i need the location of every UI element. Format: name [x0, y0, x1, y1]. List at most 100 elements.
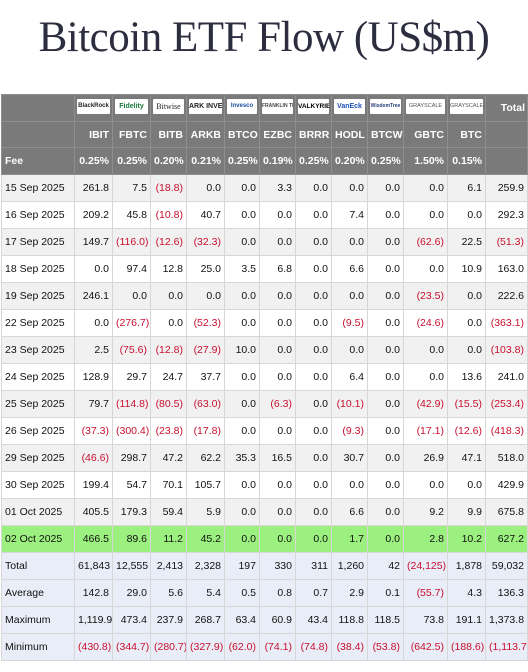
- flow-cell: 0.0: [447, 309, 486, 337]
- flow-cell: 10.2: [447, 525, 486, 553]
- flow-cell: 209.2: [74, 201, 113, 229]
- row-label: 26 Sep 2025: [1, 417, 75, 445]
- row-total-cell: 163.0: [485, 255, 528, 283]
- flow-cell: 0.1: [367, 579, 404, 607]
- ticker-corner-cell: [1, 121, 75, 148]
- flow-cell: (9.3): [331, 417, 368, 445]
- flow-cell: 0.0: [295, 498, 332, 526]
- flow-cell: (9.5): [331, 309, 368, 337]
- flow-cell: (10.1): [331, 390, 368, 418]
- flow-row: 25 Sep 2025 79.7 (114.8) (80.5) (63.0) 0.0 (6.…: [1, 390, 528, 418]
- row-label: 22 Sep 2025: [1, 309, 75, 337]
- flow-cell: (53.8): [367, 633, 404, 661]
- fee-label: Fee: [1, 147, 75, 175]
- flow-cell: 35.3: [224, 444, 260, 472]
- flow-cell: 47.2: [150, 444, 187, 472]
- flow-cell: (6.3): [259, 390, 296, 418]
- flow-cell: (27.9): [186, 336, 225, 364]
- flow-cell: 5.6: [150, 579, 187, 607]
- flow-cell: 0.0: [331, 282, 368, 310]
- flow-cell: 473.4: [112, 606, 151, 634]
- title-spacer: [0, 74, 528, 94]
- flow-cell: 63.4: [224, 606, 260, 634]
- flow-cell: (642.5): [403, 633, 448, 661]
- flow-cell: 0.5: [224, 579, 260, 607]
- row-total-cell: 241.0: [485, 363, 528, 391]
- flow-cell: 3.3: [259, 174, 296, 202]
- flow-cell: 0.0: [224, 417, 260, 445]
- flow-cell: 6.1: [447, 174, 486, 202]
- wisdomtree-logo: WisdomTree: [370, 99, 401, 114]
- ticker-hodl: HODL: [331, 121, 368, 148]
- flow-cell: 25.0: [186, 255, 225, 283]
- row-total-cell: 222.6: [485, 282, 528, 310]
- flow-cell: (23.8): [150, 417, 187, 445]
- flow-cell: 311: [295, 552, 332, 580]
- flow-cell: 59.4: [150, 498, 187, 526]
- flow-cell: 73.8: [403, 606, 448, 634]
- flow-cell: 0.0: [224, 201, 260, 229]
- flow-cell: 0.0: [367, 255, 404, 283]
- flow-cell: 2.5: [74, 336, 113, 364]
- page-title: Bitcoin ETF Flow (US$m): [38, 13, 490, 61]
- flow-cell: 42: [367, 552, 404, 580]
- flow-cell: 0.0: [295, 282, 332, 310]
- row-total-cell: (363.1): [485, 309, 528, 337]
- flow-cell: 11.2: [150, 525, 187, 553]
- flow-cell: (55.7): [403, 579, 448, 607]
- flow-cell: (38.4): [331, 633, 368, 661]
- flow-cell: 0.0: [112, 282, 151, 310]
- summary-row-maximum: Maximum 1,119.9 473.4 237.9 268.7 63.4 60.9 43.…: [1, 606, 528, 634]
- grayscale-gbtc-logo: GRAYSCALE: [406, 99, 445, 114]
- flow-cell: 268.7: [186, 606, 225, 634]
- flow-cell: 60.9: [259, 606, 296, 634]
- flow-cell: 0.0: [295, 390, 332, 418]
- row-label: 17 Sep 2025: [1, 228, 75, 256]
- row-total-cell: 136.3: [485, 579, 528, 607]
- flow-cell: 0.0: [224, 471, 260, 499]
- flow-cell: 0.8: [259, 579, 296, 607]
- flow-cell: 0.0: [224, 228, 260, 256]
- flow-cell: 0.0: [259, 471, 296, 499]
- flow-row: 18 Sep 2025 0.0 97.4 12.8 25.0 3.5 6.8 0.0 6.6 0.…: [1, 255, 528, 283]
- bitwise-logo: Bitwise: [153, 99, 184, 114]
- flow-cell: 0.0: [331, 336, 368, 364]
- flow-cell: (52.3): [186, 309, 225, 337]
- flow-cell: 97.4: [112, 255, 151, 283]
- flow-cell: 0.0: [186, 174, 225, 202]
- flow-cell: 0.0: [224, 390, 260, 418]
- row-total-cell: 1,373.8: [485, 606, 528, 634]
- total-column-header: Total: [485, 94, 528, 122]
- flow-cell: 0.0: [367, 282, 404, 310]
- flow-cell: (276.7): [112, 309, 151, 337]
- flow-cell: 4.3: [447, 579, 486, 607]
- flow-cell: 0.0: [295, 255, 332, 283]
- flow-cell: (430.8): [74, 633, 113, 661]
- flow-cell: 7.4: [331, 201, 368, 229]
- row-label: 19 Sep 2025: [1, 282, 75, 310]
- flow-cell: 0.0: [150, 309, 187, 337]
- flow-cell: 0.0: [447, 471, 486, 499]
- flow-cell: 0.0: [259, 417, 296, 445]
- franklin-templeton-logo: FRANKLIN TEMPLETON: [262, 99, 293, 114]
- fee-cell: 0.25%: [112, 147, 151, 175]
- ticker-fbtc: FBTC: [112, 121, 151, 148]
- flow-cell: 3.5: [224, 255, 260, 283]
- flow-cell: 105.7: [186, 471, 225, 499]
- flow-cell: 0.0: [295, 309, 332, 337]
- flow-cell: 1.7: [331, 525, 368, 553]
- flow-cell: 12.8: [150, 255, 187, 283]
- row-total-cell: (418.3): [485, 417, 528, 445]
- flow-cell: (18.8): [150, 174, 187, 202]
- flow-cell: 0.0: [367, 444, 404, 472]
- flow-cell: 142.8: [74, 579, 113, 607]
- flow-cell: 0.0: [295, 174, 332, 202]
- flow-row: 23 Sep 2025 2.5 (75.6) (12.8) (27.9) 10.0 0.0 0…: [1, 336, 528, 364]
- flow-cell: 466.5: [74, 525, 113, 553]
- flow-cell: 0.0: [295, 201, 332, 229]
- row-label: 23 Sep 2025: [1, 336, 75, 364]
- flow-cell: 12,555: [112, 552, 151, 580]
- flow-cell: (62.6): [403, 228, 448, 256]
- flow-cell: (24,125): [403, 552, 448, 580]
- flow-cell: 0.0: [447, 201, 486, 229]
